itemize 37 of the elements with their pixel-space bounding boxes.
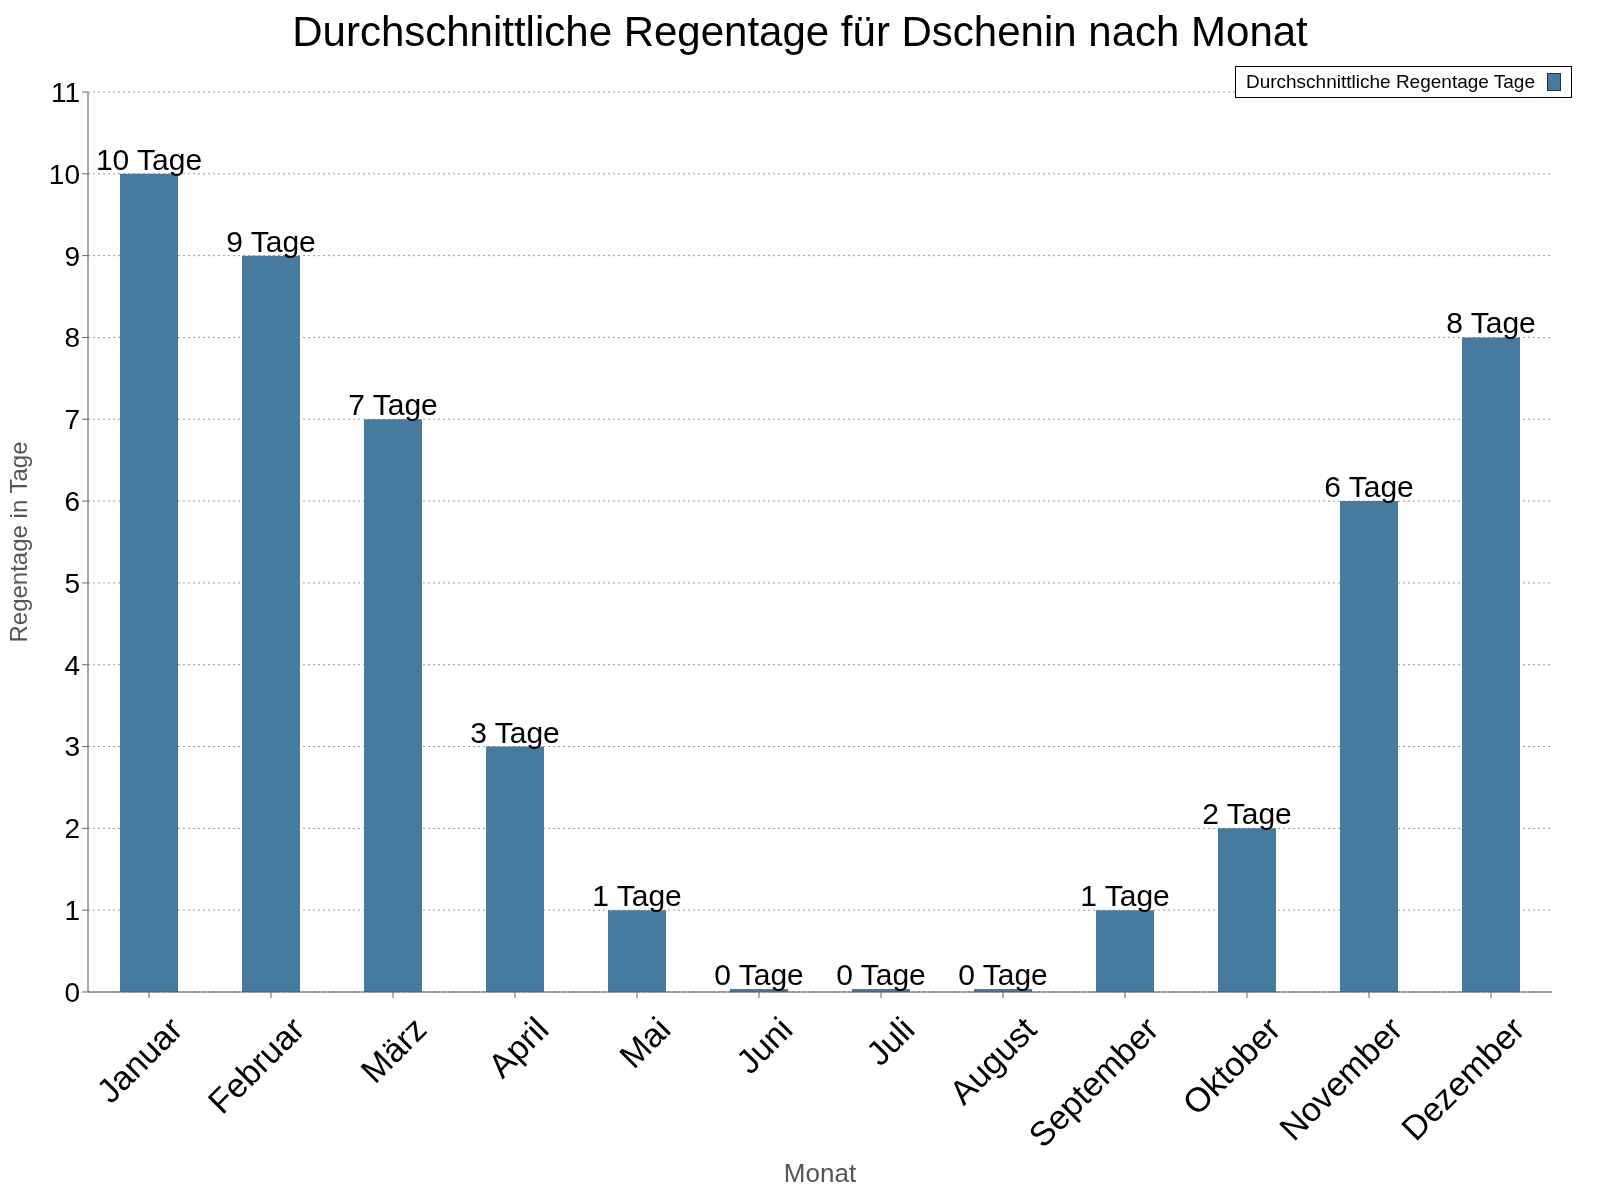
- data-label: 0 Tage: [958, 958, 1048, 991]
- data-label: 9 Tage: [226, 224, 316, 258]
- y-tick-label: 7: [64, 404, 80, 436]
- data-label: 7 Tage: [348, 388, 438, 422]
- data-label: 8 Tage: [1446, 306, 1536, 340]
- x-tick-label: Juli: [858, 1009, 922, 1073]
- y-tick-label: 9: [64, 240, 80, 272]
- data-label: 1 Tage: [592, 879, 682, 913]
- x-tick-label: Juni: [728, 1009, 800, 1081]
- bar: [1218, 828, 1276, 992]
- data-label: 6 Tage: [1324, 470, 1414, 504]
- bar: [1340, 501, 1398, 992]
- chart-title: Durchschnittliche Regentage für Dschenin nach Monat: [291, 8, 1309, 56]
- y-tick-label: 11: [50, 76, 80, 108]
- bar: [1096, 910, 1154, 992]
- y-tick-label: 5: [64, 567, 80, 599]
- data-label: 0 Tage: [714, 958, 804, 991]
- bar: [1462, 337, 1520, 992]
- y-axis-title: Regentage in Tage: [4, 441, 32, 643]
- y-tick-label: 0: [64, 976, 80, 1008]
- x-axis-title: Monat: [783, 1158, 857, 1188]
- y-tick-label: 3: [64, 731, 80, 763]
- bar: [608, 910, 666, 992]
- y-tick-label: 1: [64, 895, 80, 927]
- y-tick-label: 10: [48, 158, 80, 190]
- data-label: 3 Tage: [470, 715, 560, 749]
- data-label: 10 Tage: [95, 142, 203, 176]
- data-label: 2 Tage: [1202, 797, 1292, 831]
- y-tick-label: 4: [64, 649, 80, 681]
- data-label: 0 Tage: [836, 958, 926, 991]
- y-tick-label: 6: [64, 486, 80, 518]
- bar: [364, 419, 422, 992]
- data-label: 1 Tage: [1080, 879, 1170, 913]
- y-tick-label: 2: [64, 813, 80, 845]
- legend-label: Durchschnittliche Regentage Tage: [1245, 71, 1535, 93]
- y-tick-label: 8: [64, 322, 80, 354]
- x-tick-label: Mai: [611, 1009, 678, 1076]
